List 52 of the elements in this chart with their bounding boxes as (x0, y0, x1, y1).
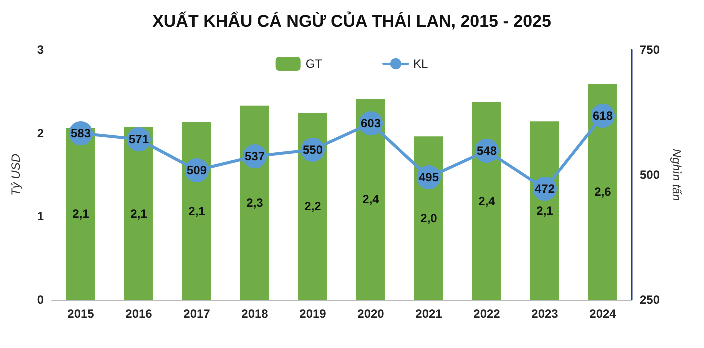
data-label: 548 (476, 144, 498, 158)
chart-title: XUẤT KHẨU CÁ NGỪ CỦA THÁI LAN, 2015 - 2025 (152, 11, 552, 31)
data-label: 2,0 (420, 211, 438, 226)
data-label: 2,4 (478, 194, 496, 208)
x-tick-label: 2024 (590, 307, 617, 321)
legend-label: KL (413, 57, 428, 71)
data-label: 2,3 (246, 196, 264, 210)
data-label: 2,1 (536, 204, 554, 218)
data-label: 537 (244, 150, 266, 164)
data-label: 495 (418, 170, 440, 184)
bar (298, 113, 328, 300)
y-axis-title: Tỷ USD (9, 154, 23, 196)
x-tick-label: 2023 (532, 307, 559, 321)
bar (240, 106, 270, 300)
x-tick-label: 2021 (416, 307, 443, 321)
x-tick-label: 2018 (242, 307, 269, 321)
data-label: 603 (360, 116, 382, 130)
data-label: 2,4 (362, 192, 380, 207)
bar (66, 128, 96, 300)
data-label: 2,1 (188, 204, 206, 218)
y-tick-label: 3 (37, 43, 44, 57)
bar (530, 122, 560, 300)
bar (124, 128, 154, 300)
data-label: 2,1 (130, 206, 148, 221)
bar (182, 122, 212, 300)
y2-axis-title: Nghìn tấn (670, 148, 684, 202)
x-tick-label: 2015 (68, 307, 95, 321)
x-tick-label: 2020 (358, 307, 385, 321)
x-tick-label: 2022 (474, 307, 501, 321)
bar (472, 102, 502, 300)
bar (414, 136, 444, 300)
y-tick-label: 0 (37, 293, 44, 307)
y2-tick-label: 250 (640, 293, 660, 307)
x-tick-label: 2019 (300, 307, 327, 321)
data-label: 509 (186, 164, 208, 178)
y-tick-label: 2 (37, 126, 44, 140)
data-label: 550 (302, 143, 324, 157)
y-tick-label: 1 (37, 210, 44, 224)
data-label: 583 (70, 126, 92, 140)
bar (588, 84, 618, 300)
legend-label: GT (306, 57, 324, 71)
y2-tick-label: 750 (640, 43, 660, 57)
data-label: 618 (592, 109, 614, 123)
data-label: 2,2 (304, 200, 322, 214)
data-label: 472 (534, 182, 556, 196)
x-tick-label: 2017 (184, 307, 211, 321)
data-label: 2,6 (594, 185, 612, 200)
data-label: 571 (128, 132, 150, 146)
data-label: 2,1 (72, 207, 90, 222)
y2-tick-label: 500 (640, 168, 660, 182)
x-tick-label: 2016 (126, 307, 153, 321)
bar (356, 99, 386, 300)
